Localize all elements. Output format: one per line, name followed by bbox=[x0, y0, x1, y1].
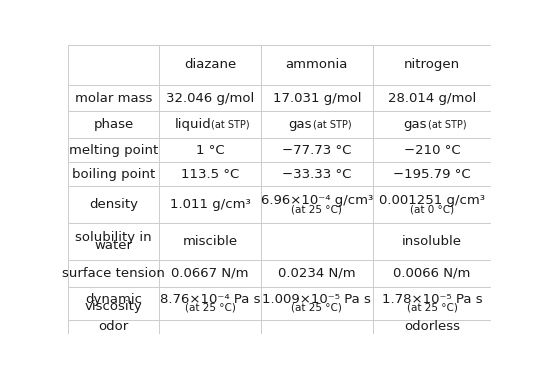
Text: density: density bbox=[89, 198, 138, 211]
Text: −33.33 °C: −33.33 °C bbox=[282, 168, 352, 181]
Text: water: water bbox=[95, 239, 133, 252]
Text: 113.5 °C: 113.5 °C bbox=[181, 168, 239, 181]
Text: diazane: diazane bbox=[184, 58, 236, 71]
Text: 0.0234 N/m: 0.0234 N/m bbox=[278, 267, 355, 280]
Text: 1.78×10⁻⁵ Pa s: 1.78×10⁻⁵ Pa s bbox=[382, 293, 483, 306]
Text: insoluble: insoluble bbox=[402, 235, 462, 248]
Text: (at STP): (at STP) bbox=[313, 120, 351, 130]
Text: (at 0 °C): (at 0 °C) bbox=[410, 204, 454, 214]
Text: (at 25 °C): (at 25 °C) bbox=[292, 303, 342, 313]
Text: (at 25 °C): (at 25 °C) bbox=[407, 303, 458, 313]
Text: odorless: odorless bbox=[404, 320, 460, 333]
Text: −77.73 °C: −77.73 °C bbox=[282, 144, 352, 157]
Text: surface tension: surface tension bbox=[62, 267, 165, 280]
Text: 1.009×10⁻⁵ Pa s: 1.009×10⁻⁵ Pa s bbox=[263, 293, 371, 306]
Text: liquid: liquid bbox=[175, 118, 212, 131]
Text: melting point: melting point bbox=[69, 144, 158, 157]
Text: 0.001251 g/cm³: 0.001251 g/cm³ bbox=[379, 194, 485, 207]
Text: 1 °C: 1 °C bbox=[195, 144, 224, 157]
Text: solubility in: solubility in bbox=[75, 231, 152, 244]
Text: nitrogen: nitrogen bbox=[404, 58, 460, 71]
Text: 0.0066 N/m: 0.0066 N/m bbox=[394, 267, 471, 280]
Text: 17.031 g/mol: 17.031 g/mol bbox=[272, 92, 361, 105]
Text: 6.96×10⁻⁴ g/cm³: 6.96×10⁻⁴ g/cm³ bbox=[261, 194, 373, 207]
Text: ammonia: ammonia bbox=[286, 58, 348, 71]
Text: miscible: miscible bbox=[182, 235, 238, 248]
Text: −210 °C: −210 °C bbox=[404, 144, 460, 157]
Text: molar mass: molar mass bbox=[75, 92, 152, 105]
Text: 28.014 g/mol: 28.014 g/mol bbox=[388, 92, 476, 105]
Text: 8.76×10⁻⁴ Pa s: 8.76×10⁻⁴ Pa s bbox=[160, 293, 260, 306]
Text: 32.046 g/mol: 32.046 g/mol bbox=[166, 92, 254, 105]
Text: odor: odor bbox=[99, 320, 129, 333]
Text: phase: phase bbox=[93, 118, 134, 131]
Text: gas: gas bbox=[403, 118, 428, 131]
Text: gas: gas bbox=[288, 118, 312, 131]
Text: (at STP): (at STP) bbox=[428, 120, 467, 130]
Text: boiling point: boiling point bbox=[72, 168, 156, 181]
Text: 1.011 g/cm³: 1.011 g/cm³ bbox=[170, 198, 251, 211]
Text: (at STP): (at STP) bbox=[211, 120, 250, 130]
Text: 0.0667 N/m: 0.0667 N/m bbox=[171, 267, 249, 280]
Text: dynamic: dynamic bbox=[85, 293, 143, 306]
Text: (at 25 °C): (at 25 °C) bbox=[185, 303, 235, 313]
Text: viscosity: viscosity bbox=[85, 300, 143, 313]
Text: −195.79 °C: −195.79 °C bbox=[393, 168, 471, 181]
Text: (at 25 °C): (at 25 °C) bbox=[292, 204, 342, 214]
